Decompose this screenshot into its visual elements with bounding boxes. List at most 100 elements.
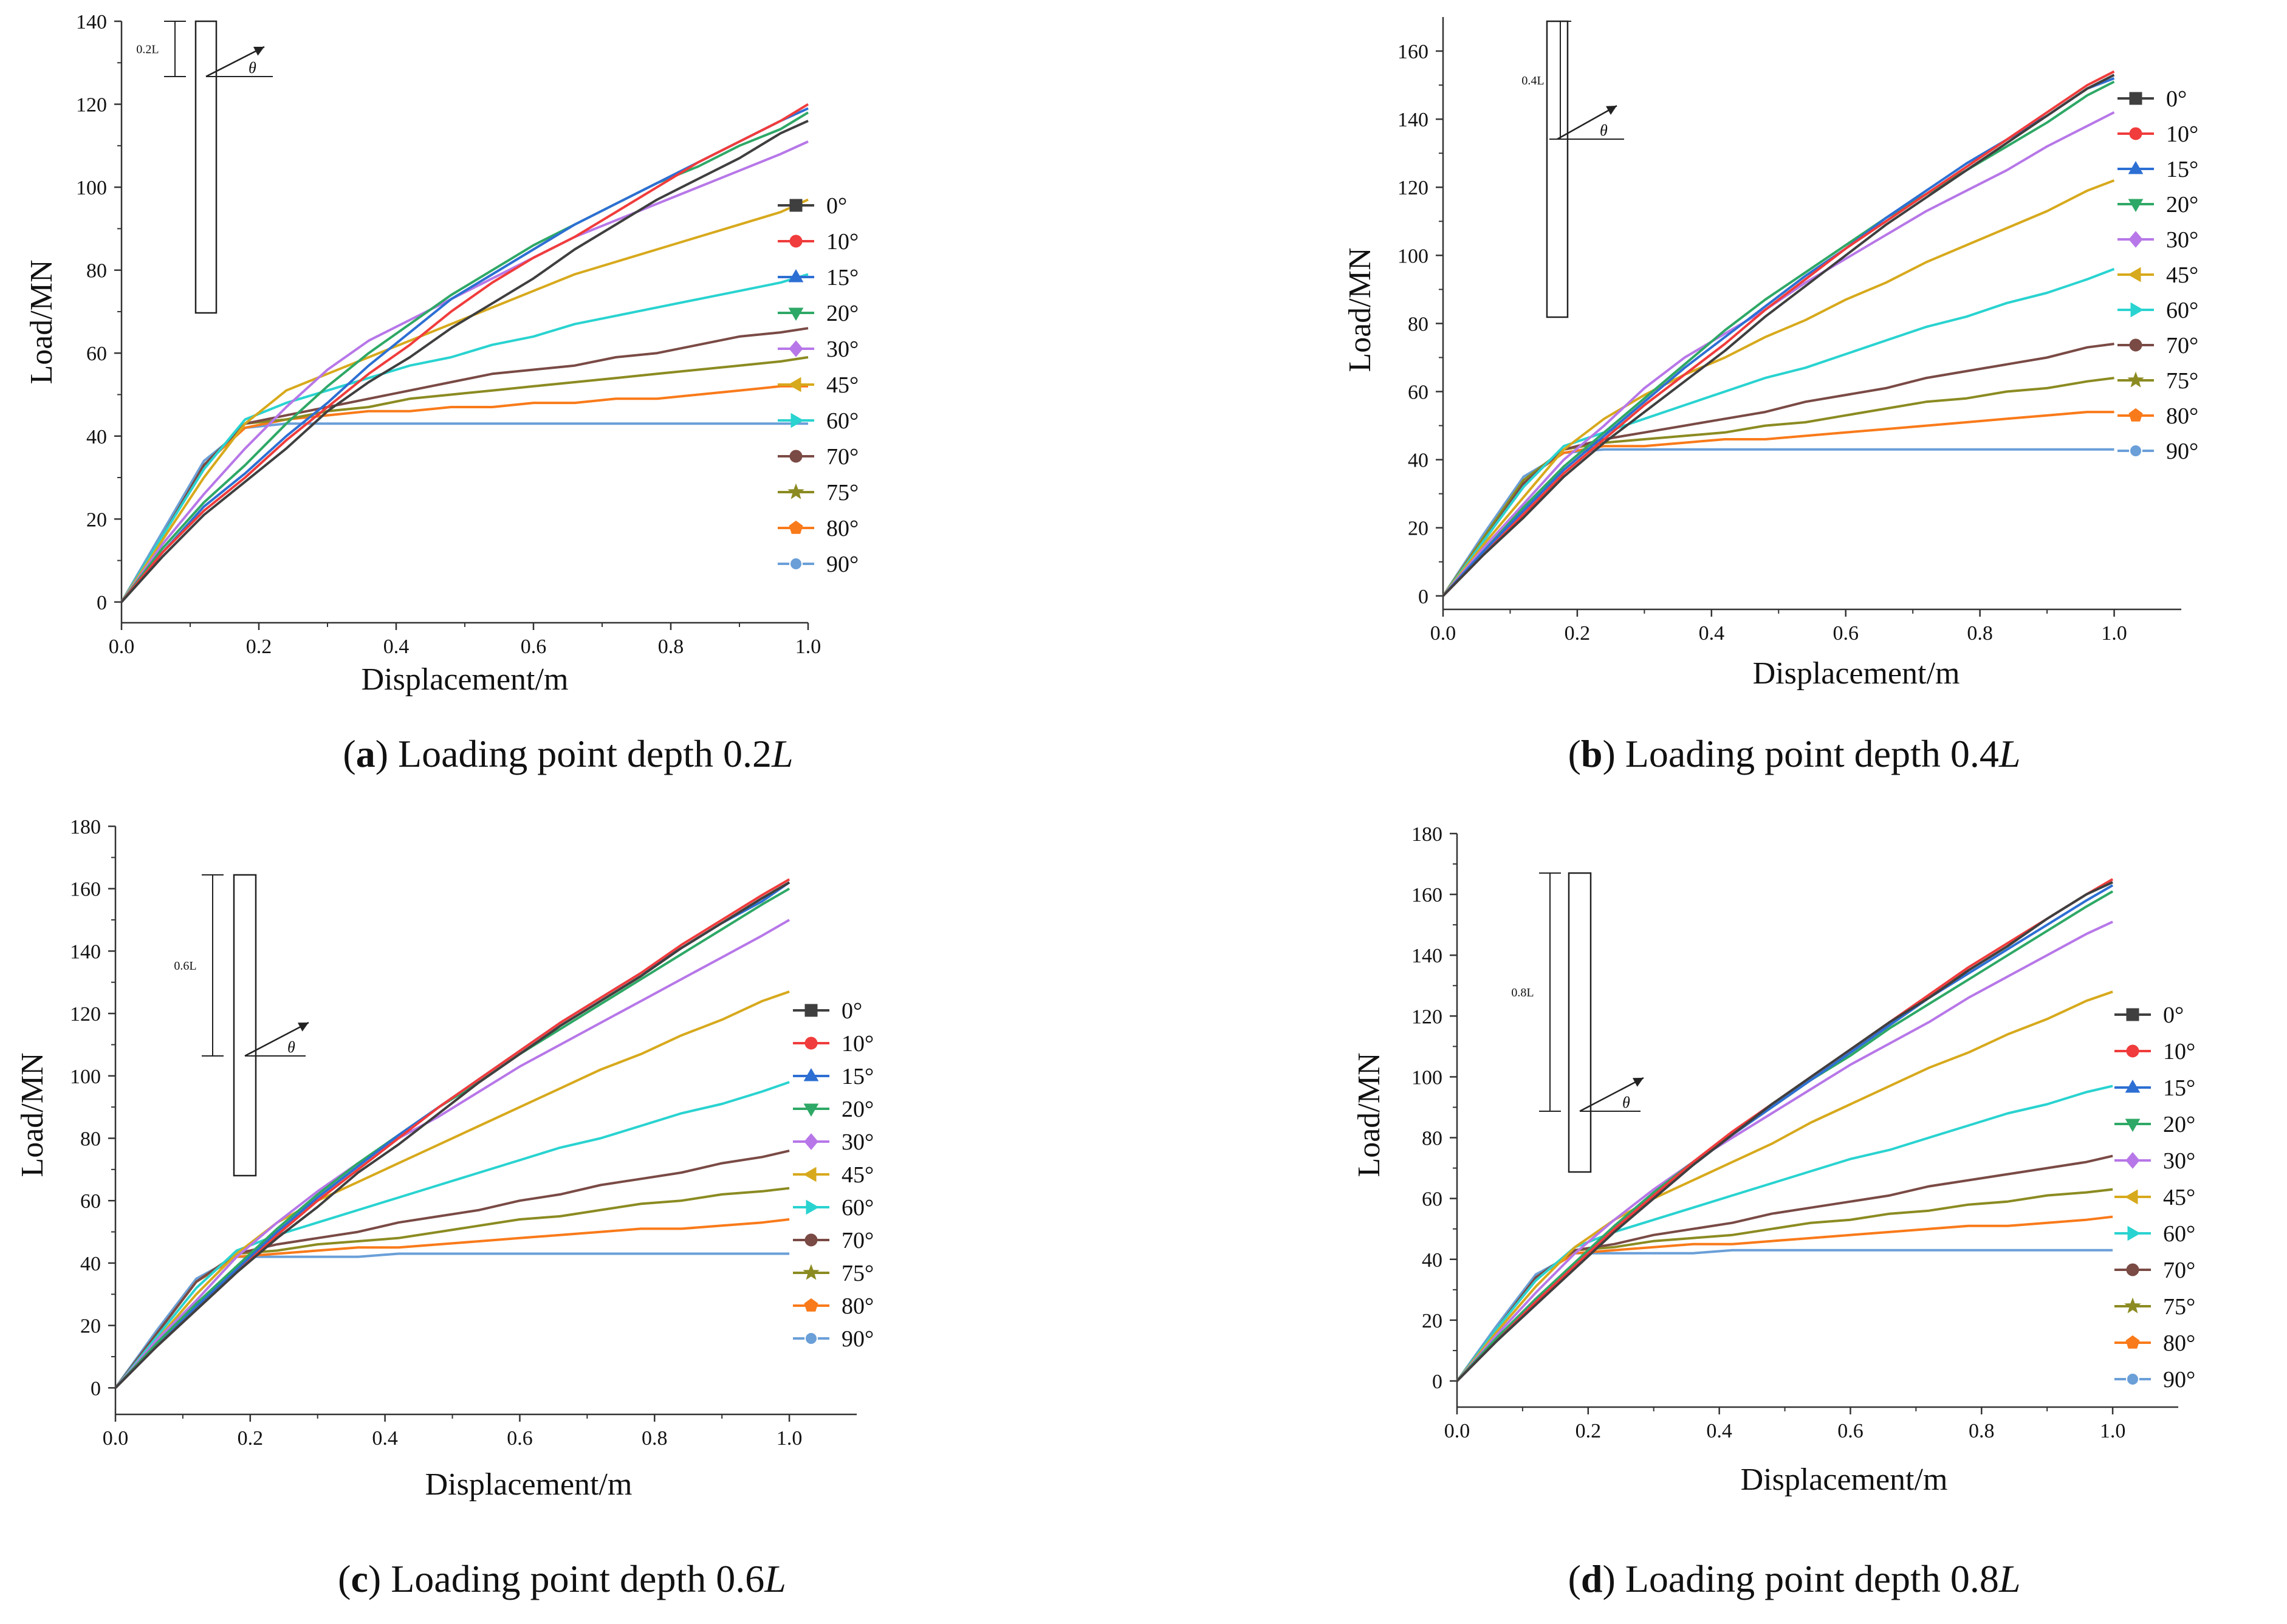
x-tick-label: 0.6: [507, 1427, 533, 1450]
caption-a-var: L: [771, 732, 794, 775]
pile-diagram: [233, 874, 257, 1177]
load-arrow-shaft: [1579, 1077, 1644, 1112]
panel-a: 0 20 40 60 80 100 120 140 0.0 0.2 0.4 0.6 0.8 1.0 Disp…: [24, 11, 859, 697]
y-tick-label: 140: [70, 940, 101, 963]
legend-label: 75°: [826, 480, 859, 505]
caption-c: (c) Loading point depth 0.6L: [338, 1557, 786, 1600]
legend-label: 0°: [2163, 1002, 2184, 1028]
x-tick-label: 0.2: [238, 1427, 264, 1450]
depth-label: 0.6L: [174, 959, 196, 973]
pile-diagram: [1568, 872, 1592, 1173]
legend-marker: [803, 1067, 819, 1081]
legend-marker: [2125, 1152, 2140, 1169]
x-axis-title: Displacement/m: [362, 662, 569, 697]
y-tick-label: 160: [1397, 41, 1428, 63]
series-line: [1442, 267, 2115, 597]
series-line: [114, 919, 790, 1389]
series-line: [1442, 70, 2115, 597]
angle-label: θ: [1600, 122, 1608, 139]
legend-marker: [789, 557, 803, 570]
legend-marker: [2125, 1119, 2141, 1132]
legend-label: 15°: [842, 1064, 874, 1089]
x-tick-label: 0.8: [642, 1427, 668, 1450]
series-line: [1442, 80, 2115, 597]
caption-d-letter: d: [1581, 1557, 1603, 1600]
y-tick-label: 120: [76, 94, 107, 117]
legend-marker: [2127, 267, 2141, 283]
legend-marker: [804, 1036, 818, 1050]
x-tick-label: 0.8: [1967, 622, 1993, 645]
y-tick-label: 40: [86, 426, 107, 448]
legend-label: 30°: [826, 337, 859, 362]
legend-marker: [2130, 302, 2144, 318]
legend-marker: [2126, 1372, 2139, 1386]
x-tick-label: 0.0: [109, 636, 135, 658]
legend-marker: [803, 1103, 819, 1117]
legend-marker: [787, 377, 801, 392]
legend-label: 60°: [2163, 1221, 2195, 1247]
caption-d-var: L: [1998, 1557, 2021, 1600]
legend-marker: [2125, 1335, 2140, 1349]
caption-b-text: Loading point depth 0.4: [1625, 732, 1999, 775]
legend-marker: [2124, 1297, 2141, 1314]
pile-diagram: [194, 20, 218, 314]
legend-marker: [2129, 127, 2142, 140]
legend-label: 45°: [2166, 262, 2198, 288]
legend-marker: [2129, 444, 2142, 457]
caption-b: (b) Loading point depth 0.4L: [1568, 732, 2021, 775]
legend-marker: [2127, 371, 2144, 388]
legend-marker: [2128, 199, 2144, 213]
y-tick-label: 100: [1397, 245, 1428, 267]
caption-b-letter: b: [1581, 732, 1603, 775]
y-tick-label: 180: [70, 816, 101, 838]
legend-marker: [788, 269, 804, 283]
x-tick-label: 1.0: [2101, 622, 2127, 645]
y-tick-label: 100: [70, 1066, 101, 1088]
y-tick-label: 140: [1411, 945, 1442, 967]
y-tick-label: 160: [70, 879, 101, 901]
series-line: [1456, 881, 2113, 1382]
legend-label: 15°: [2163, 1075, 2195, 1101]
y-tick-label: 140: [76, 11, 107, 33]
caption-c-text: Loading point depth 0.6: [391, 1557, 764, 1600]
legend-marker: [2128, 231, 2143, 248]
y-tick-label: 120: [1411, 1006, 1442, 1028]
y-tick-label: 140: [1397, 109, 1428, 131]
series-line: [120, 103, 809, 603]
legend-label: 30°: [842, 1129, 874, 1155]
x-tick-label: 0.6: [1833, 622, 1859, 645]
x-tick-label: 0.0: [103, 1427, 129, 1450]
x-tick-label: 0.4: [372, 1427, 398, 1450]
legend-marker: [790, 413, 804, 428]
y-tick-label: 100: [1411, 1066, 1442, 1089]
legend-label: 75°: [2166, 368, 2198, 394]
legend-marker: [789, 235, 803, 248]
series-line: [114, 887, 790, 1389]
load-arrow-shaft: [244, 1021, 309, 1057]
load-arrow-head: [298, 1023, 309, 1032]
legend-label: 10°: [826, 229, 859, 255]
series-line: [120, 111, 809, 603]
load-arrow-head: [1606, 106, 1617, 115]
x-axis-title: Displacement/m: [1741, 1462, 1948, 1497]
angle-label: θ: [1622, 1094, 1630, 1111]
y-tick-label: 80: [80, 1128, 101, 1151]
x-tick-label: 0.2: [246, 636, 272, 658]
legend-marker: [2125, 1079, 2141, 1093]
legend-marker: [789, 450, 803, 463]
series-line: [1442, 179, 2115, 597]
series-line: [120, 327, 809, 603]
legend-marker: [2126, 1008, 2139, 1021]
legend-label: 70°: [826, 444, 859, 470]
y-axis-title: Load/MN: [1343, 247, 1377, 372]
legend-marker: [804, 1004, 818, 1017]
x-tick-label: 0.4: [383, 636, 410, 658]
legend-label: 80°: [2166, 403, 2198, 429]
legend-label: 75°: [842, 1261, 874, 1286]
legend-label: 10°: [2163, 1039, 2195, 1064]
legend-marker: [803, 1167, 817, 1182]
series-line: [1456, 990, 2113, 1382]
legend-label: 10°: [2166, 122, 2198, 147]
